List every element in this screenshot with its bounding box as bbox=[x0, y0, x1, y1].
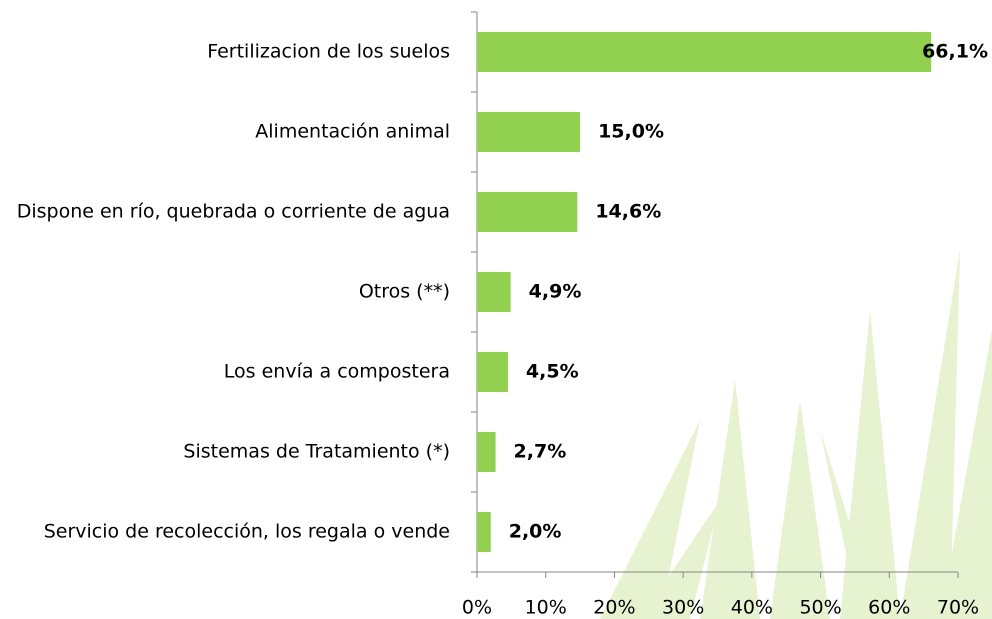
x-tick-label: 20% bbox=[593, 597, 635, 619]
chart: 0% 10% 20% 30% 40% 50% 60% 70% Fertilizacion de … bbox=[0, 0, 992, 619]
data-label: 4,5% bbox=[526, 361, 579, 383]
grass-decoration bbox=[600, 250, 992, 619]
bar bbox=[477, 272, 511, 312]
y-tick-label: Servicio de recolección, los regala o ve… bbox=[44, 521, 450, 543]
x-tick-label: 30% bbox=[662, 597, 704, 619]
x-tick-label: 10% bbox=[525, 597, 567, 619]
x-tick-label: 60% bbox=[868, 597, 910, 619]
bar bbox=[477, 32, 931, 72]
x-tick-label: 40% bbox=[731, 597, 773, 619]
bar bbox=[477, 112, 580, 152]
x-tick-label: 70% bbox=[937, 597, 979, 619]
data-label: 4,9% bbox=[529, 281, 582, 303]
data-label: 2,7% bbox=[514, 441, 567, 463]
y-tick-label: Alimentación animal bbox=[255, 121, 450, 143]
y-tick-label: Sistemas de Tratamiento (*) bbox=[183, 441, 450, 463]
data-label: 15,0% bbox=[598, 121, 664, 143]
data-label: 2,0% bbox=[509, 521, 562, 543]
bar bbox=[477, 432, 496, 472]
x-tick-label: 0% bbox=[462, 597, 492, 619]
x-tick-label: 50% bbox=[799, 597, 841, 619]
bar bbox=[477, 512, 491, 552]
y-tick-label: Fertilizacion de los suelos bbox=[207, 41, 450, 63]
data-label: 66,1% bbox=[922, 41, 988, 63]
y-tick-label: Los envía a compostera bbox=[224, 361, 450, 383]
data-label: 14,6% bbox=[595, 201, 661, 223]
bar bbox=[477, 352, 508, 392]
bar bbox=[477, 192, 577, 232]
y-tick-label: Dispone en río, quebrada o corriente de … bbox=[17, 201, 450, 223]
y-tick-label: Otros (**) bbox=[359, 281, 450, 303]
